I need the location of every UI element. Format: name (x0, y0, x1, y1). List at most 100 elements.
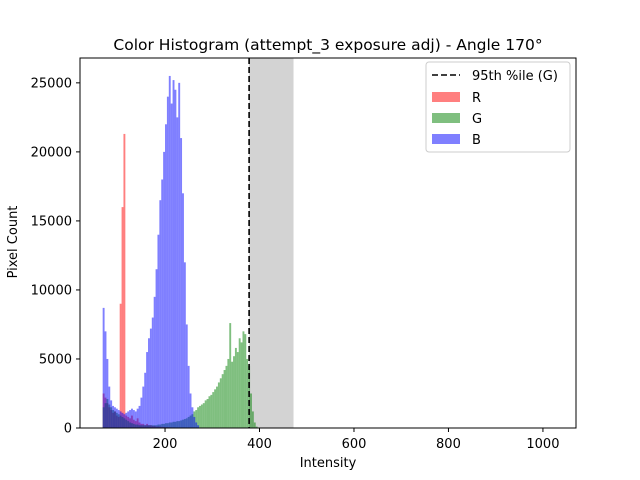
histogram-bar (221, 374, 224, 428)
histogram-bar (127, 411, 130, 428)
chart-title: Color Histogram (attempt_3 exposure adj)… (113, 36, 542, 55)
y-axis-label: Pixel Count (6, 206, 21, 279)
histogram-bar (240, 342, 243, 428)
histogram-bar (131, 408, 133, 428)
histogram-bar (255, 426, 258, 428)
histogram-bar (119, 411, 122, 428)
histogram-bar (187, 365, 190, 428)
x-axis-ticks: 200 400 600 800 1000 (153, 428, 559, 452)
histogram-bar (182, 193, 184, 428)
histogram-bar (229, 323, 232, 428)
x-tick-label: 600 (342, 437, 367, 452)
histogram-bar (121, 412, 124, 428)
histogram-bar (195, 422, 198, 428)
histogram-bar (225, 365, 228, 428)
shaded-region (249, 58, 294, 428)
histogram-bar (114, 407, 116, 428)
y-tick-label: 15000 (31, 214, 72, 229)
histogram-bar (134, 411, 137, 428)
y-axis-ticks: 0 5000 10000 15000 20000 25000 (31, 76, 80, 437)
histogram-bar (231, 361, 234, 428)
histogram-bar (227, 358, 230, 428)
legend-label: B (472, 133, 481, 148)
histogram-bar (183, 262, 186, 428)
histogram-bar (132, 410, 135, 428)
legend-label: R (472, 91, 481, 106)
histogram-bar (216, 386, 218, 428)
histogram-bar (153, 296, 156, 428)
histogram-bar (236, 352, 239, 428)
histogram-bar (200, 404, 203, 428)
y-tick-label: 25000 (31, 76, 72, 91)
histogram-bar (180, 138, 183, 428)
histogram-bar (189, 393, 192, 428)
histogram-bar (253, 422, 256, 428)
histogram-bar (125, 412, 128, 428)
plot-area (102, 58, 294, 429)
histogram-bar (140, 397, 143, 428)
histogram-bar (148, 338, 150, 428)
histogram-bar (161, 179, 164, 428)
x-tick-label: 1000 (526, 437, 559, 452)
histogram-bar (193, 416, 196, 428)
x-tick-label: 200 (153, 437, 178, 452)
histogram-bar (138, 405, 141, 428)
histogram-bar (197, 425, 200, 428)
histogram-bar (142, 386, 145, 428)
histogram-bar (223, 370, 226, 428)
histogram-bar (250, 393, 252, 428)
histogram-bar (106, 358, 109, 428)
histogram-bar (242, 331, 245, 428)
histogram-bar (117, 410, 120, 428)
histogram-bar (195, 410, 198, 428)
legend: 95th %ile (G) RGB (425, 61, 571, 153)
histogram-bar (210, 394, 213, 428)
histogram-bar (208, 396, 211, 428)
histogram-bar (234, 347, 237, 428)
histogram-bar (168, 75, 171, 429)
histogram-bar (104, 331, 107, 428)
histogram-bar (197, 407, 200, 428)
legend-swatch-B (432, 134, 460, 144)
histogram-bar (219, 378, 222, 428)
legend-swatch-G (432, 113, 460, 123)
axes-frame (79, 57, 577, 429)
histogram-bar (157, 234, 160, 428)
histogram-bar (244, 334, 247, 428)
histogram-bar (214, 389, 217, 428)
legend-box (425, 61, 571, 153)
histogram-bars-layer (102, 75, 258, 429)
histogram-bar (176, 117, 179, 429)
histogram-bar (151, 317, 154, 428)
histogram-bar (166, 96, 169, 429)
y-tick-label: 0 (64, 422, 72, 437)
histogram-bar (146, 352, 149, 428)
histogram-bar (212, 392, 215, 428)
histogram-bar (170, 103, 173, 429)
shaded-region-layer (249, 58, 294, 428)
histogram-bar (174, 89, 177, 429)
histogram-bar (163, 151, 166, 428)
x-tick-label: 400 (247, 437, 272, 452)
y-tick-label: 10000 (31, 283, 72, 298)
histogram-bar (246, 358, 249, 428)
histogram-bar (199, 405, 201, 428)
histogram-bar (204, 400, 207, 428)
histogram-bar (102, 307, 105, 428)
histogram-bar (251, 411, 254, 428)
histogram-bar (144, 372, 147, 428)
y-tick-label: 5000 (39, 352, 72, 367)
histogram-bar (178, 82, 181, 429)
histogram-bar (108, 386, 111, 428)
histogram-bar (112, 405, 115, 428)
legend-label: 95th %ile (G) (472, 69, 558, 84)
x-tick-label: 800 (436, 437, 461, 452)
histogram-bar (206, 399, 209, 428)
histogram-bar (165, 124, 167, 429)
histogram-bar (123, 133, 126, 428)
histogram-bar (121, 207, 124, 428)
histogram-bar (119, 303, 122, 428)
histogram-bar (202, 403, 205, 428)
histogram-bar (155, 269, 158, 428)
